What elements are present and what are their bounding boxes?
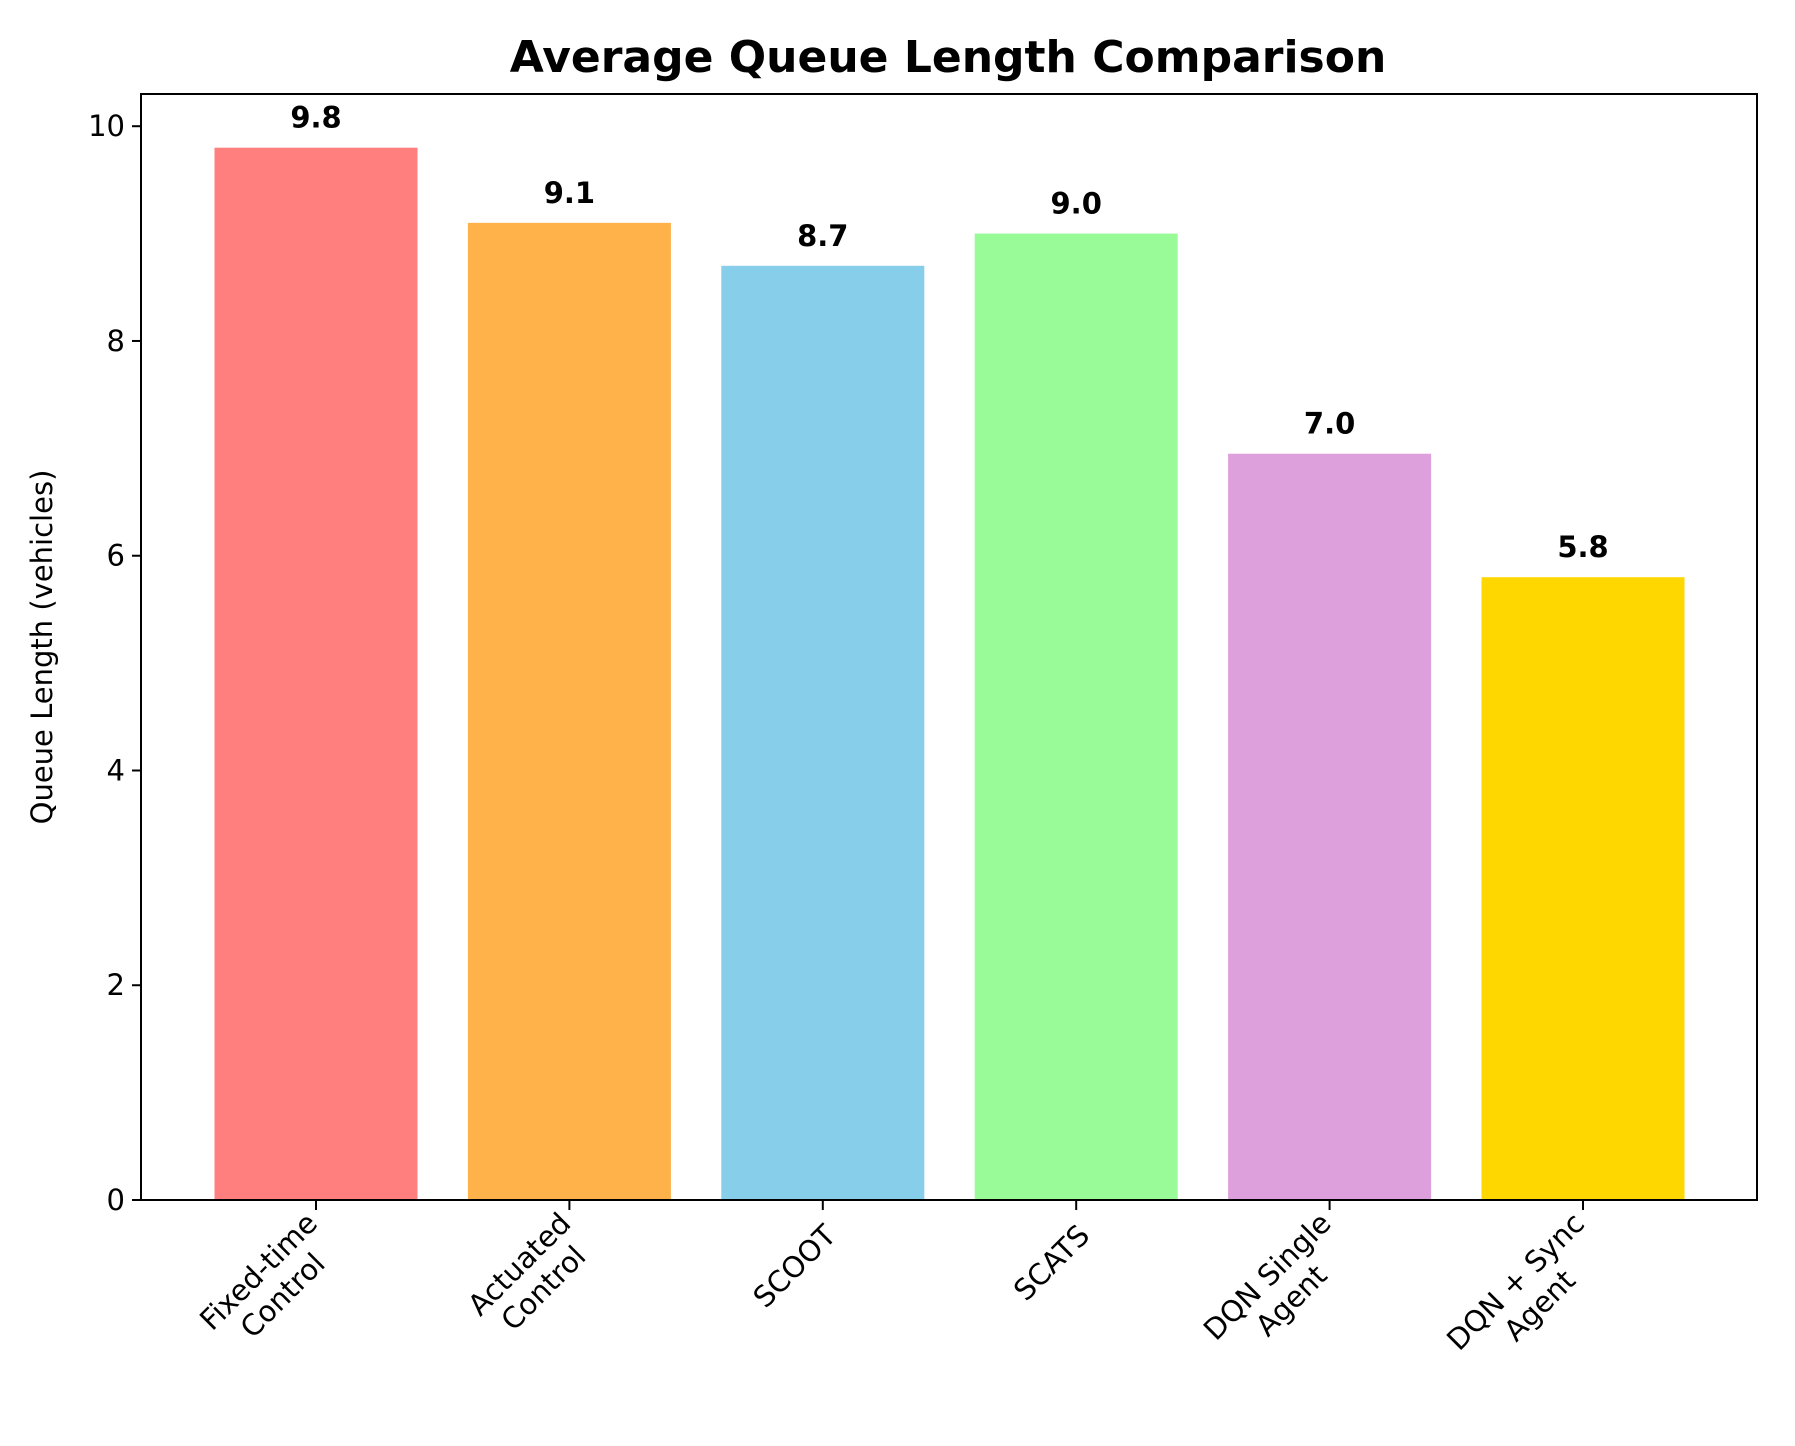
- y-tick-label: 4: [107, 753, 125, 787]
- bar-value-label: 9.1: [544, 176, 595, 210]
- x-tick-label: DQN SingleAgent: [1197, 1206, 1362, 1371]
- bar: [1481, 577, 1685, 1200]
- bar-value-label: 9.8: [290, 101, 341, 135]
- x-axis: Fixed-timeControl ActuatedControl SCOOT SCA…: [193, 1200, 1615, 1381]
- bar-value-label: 9.0: [1051, 187, 1102, 221]
- x-tick-label-text: ActuatedControl: [461, 1206, 601, 1346]
- bar: [721, 265, 925, 1201]
- bar: [974, 233, 1178, 1201]
- y-tick-label: 8: [107, 324, 125, 358]
- y-tick-label: 2: [107, 968, 125, 1002]
- bars-layer: [214, 147, 1685, 1201]
- x-tick-label-text: DQN SingleAgent: [1197, 1206, 1362, 1371]
- y-tick-label: 10: [88, 109, 125, 143]
- x-tick-label: DQN + SyncAgent: [1440, 1206, 1615, 1381]
- y-axis-label: Queue Length (vehicles): [25, 470, 59, 825]
- x-tick-label: SCATS: [1007, 1218, 1096, 1307]
- x-tick-label-text: SCATS: [1007, 1218, 1096, 1307]
- bar: [214, 147, 418, 1200]
- bar: [1228, 453, 1432, 1200]
- chart-title: Average Queue Length Comparison: [510, 32, 1387, 83]
- bar-value-label: 5.8: [1557, 530, 1608, 564]
- bar-value-label: 7.0: [1304, 407, 1355, 441]
- x-tick-label: Fixed-timeControl: [193, 1206, 348, 1361]
- bar-value-label: 8.7: [797, 219, 848, 253]
- y-axis: 0 2 4 6 8 10: [88, 109, 141, 1217]
- x-tick-label-text: DQN + SyncAgent: [1440, 1206, 1615, 1381]
- x-tick-label: ActuatedControl: [461, 1206, 601, 1346]
- x-tick-label-text: Fixed-timeControl: [193, 1206, 348, 1361]
- y-tick-label: 0: [107, 1183, 125, 1217]
- plot-frame: [140, 93, 1758, 1201]
- x-tick-label-line: SCATS: [1007, 1218, 1096, 1307]
- y-tick-label: 6: [107, 539, 125, 573]
- x-tick-label-line: SCOOT: [746, 1218, 842, 1314]
- data-labels-layer: 9.8 9.1 8.7 9.0 7.0 5.8: [290, 101, 1608, 565]
- bar: [467, 222, 671, 1200]
- x-tick-label: SCOOT: [746, 1218, 842, 1314]
- x-tick-label-text: SCOOT: [746, 1218, 842, 1314]
